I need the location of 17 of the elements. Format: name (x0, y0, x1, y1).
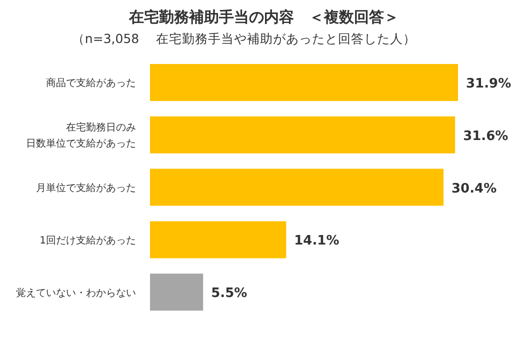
bar (150, 116, 456, 154)
y-tick-label: 商品で支給があった (46, 77, 136, 90)
bar (150, 64, 458, 101)
y-tick-label: 1回だけ支給があった (40, 234, 136, 246)
data-label: 31.6% (463, 128, 508, 144)
y-tick-label: 月単位で支給があった (36, 182, 136, 194)
bar (150, 274, 204, 311)
bar (150, 221, 286, 258)
data-label: 31.9% (466, 76, 512, 92)
data-label: 14.1% (294, 234, 340, 249)
y-tick-label: 在宅勤務日のみ日数単位で支給があった (26, 122, 136, 150)
chart-subtitle: （n=3,058 在宅勤務手当や補助があったと回答した人） (70, 31, 418, 48)
y-tick-label: 覚えていない・わからない (16, 286, 136, 299)
bar (150, 168, 444, 206)
data-label: 5.5% (211, 286, 248, 302)
chart-title: 在宅勤務補助手当の内容 ＜複数回答＞ (128, 8, 400, 27)
data-label: 30.4% (452, 181, 497, 196)
